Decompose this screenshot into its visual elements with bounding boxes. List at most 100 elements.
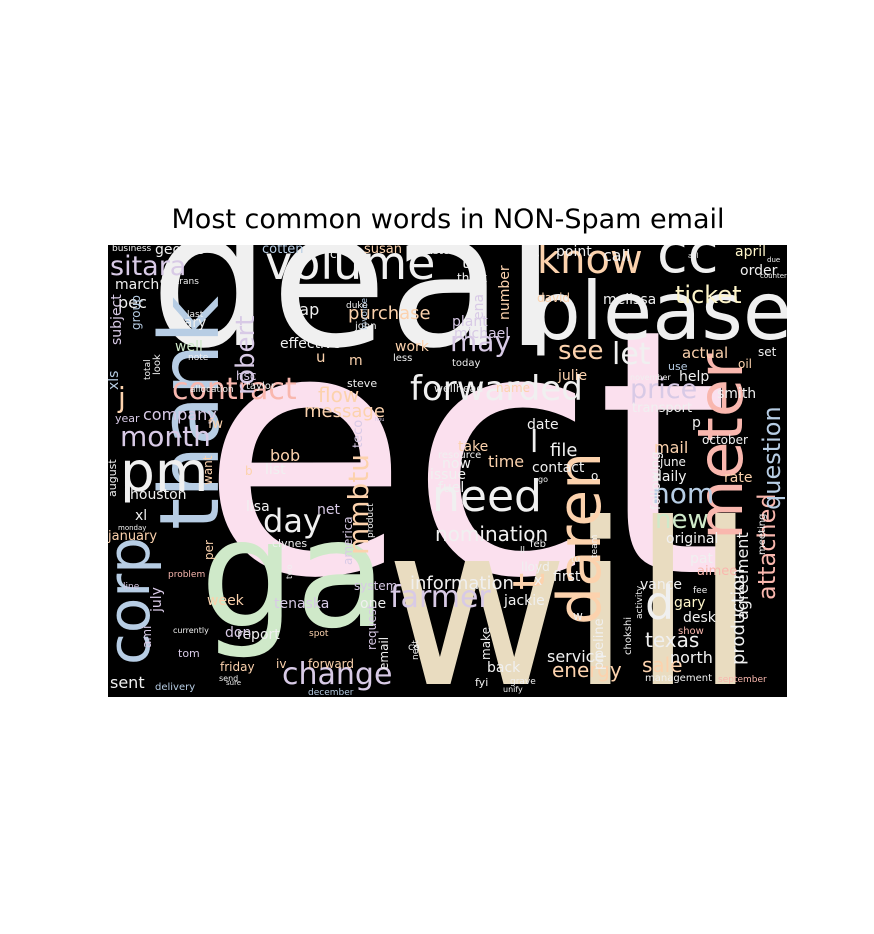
cloud-word: rate	[724, 470, 753, 486]
cloud-word: august	[108, 459, 119, 497]
cloud-word: currently	[173, 626, 209, 635]
cloud-word: george	[155, 245, 205, 258]
cloud-word: now	[442, 456, 471, 472]
cloud-word: fee	[693, 586, 708, 596]
chart-title: Most common words in NON-Spam email	[171, 204, 725, 235]
cloud-word: mark	[344, 290, 368, 300]
cloud-word: first	[553, 569, 581, 585]
cloud-word: mary	[170, 315, 207, 331]
cloud-word: due	[767, 256, 781, 264]
cloud-word: need	[432, 471, 542, 522]
cloud-word: total	[143, 359, 153, 380]
cloud-word: information	[410, 573, 514, 594]
cloud-word: set	[758, 345, 777, 359]
cloud-word: deal	[150, 245, 557, 390]
cloud-word: point	[556, 245, 592, 260]
cloud-word: effective	[280, 336, 341, 352]
cloud-word: wellhead	[434, 382, 484, 395]
cloud-word: grave	[510, 677, 536, 687]
cloud-word: smith	[717, 386, 757, 402]
cloud-word: list	[265, 462, 286, 478]
cloud-word: name	[496, 381, 531, 395]
cloud-word: lisa	[246, 499, 270, 515]
cloud-word: melissa	[603, 292, 657, 308]
cloud-word: will	[385, 476, 757, 698]
cloud-word: mail	[654, 438, 689, 457]
cloud-word: take	[458, 439, 489, 455]
cloud-word: j	[118, 381, 126, 414]
cloud-word: co	[408, 642, 420, 653]
cloud-word: number	[497, 265, 513, 320]
cloud-word: well	[175, 339, 203, 355]
cloud-word: houston	[130, 487, 187, 503]
cloud-word: ami	[140, 625, 154, 648]
cloud-word: per	[202, 540, 216, 560]
cloud-word: april	[735, 245, 767, 260]
cloud-word: use	[668, 360, 688, 373]
cloud-word: aimee	[697, 564, 738, 579]
cloud-word: following	[649, 451, 664, 510]
cloud-word: c	[330, 247, 337, 261]
cloud-word: price	[630, 374, 698, 405]
cloud-word: march	[115, 277, 160, 293]
cloud-word: resource	[438, 450, 482, 461]
cloud-word: year	[115, 412, 140, 425]
cloud-word: sent	[110, 673, 145, 692]
cloud-word: david	[537, 291, 571, 305]
cloud-word: volume	[265, 245, 436, 290]
cloud-word: ena	[471, 293, 487, 320]
cloud-word: management	[645, 673, 712, 684]
cloud-word: last	[187, 310, 204, 320]
cloud-word: problem	[168, 570, 206, 580]
cloud-word: xls	[108, 370, 122, 390]
cloud-word: fw	[208, 417, 223, 432]
cloud-word: want	[201, 455, 215, 485]
cloud-word: business	[112, 245, 152, 254]
cloud-word: b	[245, 464, 253, 478]
cloud-word: clynes	[272, 537, 308, 550]
cloud-word: jackie	[504, 593, 545, 609]
cloud-word: email	[377, 636, 391, 670]
cloud-word: next	[411, 640, 421, 660]
cloud-word: order	[740, 263, 778, 279]
cloud-word: th	[462, 253, 479, 272]
cloud-word: product	[366, 503, 376, 538]
cloud-word: x	[534, 573, 543, 589]
cloud-word: desk	[683, 610, 716, 626]
cloud-word: america	[341, 516, 355, 565]
cloud-word: hou	[375, 417, 385, 423]
cloud-word: company	[143, 405, 217, 424]
cloud-word: help	[679, 369, 710, 385]
cloud-word: pat	[690, 551, 713, 567]
cloud-word: unify	[503, 685, 523, 694]
cloud-word: transport	[632, 401, 693, 416]
cloud-word: iv	[276, 657, 287, 671]
cloud-word: month	[120, 420, 211, 453]
cloud-word: pipeline	[592, 618, 607, 670]
cloud-word: duke	[346, 301, 368, 311]
cloud-word: o	[591, 469, 599, 483]
cloud-word: flow	[318, 383, 360, 407]
cloud-word: vance	[640, 577, 683, 593]
cloud-word: october	[702, 433, 748, 447]
cloud-word: m	[349, 353, 363, 369]
cloud-word: w	[573, 609, 583, 623]
cloud-word: ll	[520, 546, 526, 556]
cloud-word: think	[457, 271, 488, 285]
cloud-word: send	[219, 674, 239, 683]
cloud-word: teco	[351, 419, 366, 448]
cloud-word: gary	[674, 595, 706, 611]
cloud-word: spot	[309, 629, 329, 639]
cloud-word: question	[758, 406, 786, 510]
cloud-word: pec	[118, 293, 147, 312]
cloud-word: aol	[688, 252, 699, 260]
cloud-word: please	[530, 265, 787, 358]
cloud-word: xl	[135, 508, 148, 524]
cloud-word: contact	[532, 460, 585, 476]
cloud-word: note	[188, 353, 209, 363]
cloud-word: allocation	[190, 385, 234, 395]
cloud-word: january	[108, 529, 158, 544]
cloud-word: oil	[738, 357, 753, 371]
cloud-word: make	[479, 627, 493, 660]
cloud-word: july	[149, 587, 165, 612]
